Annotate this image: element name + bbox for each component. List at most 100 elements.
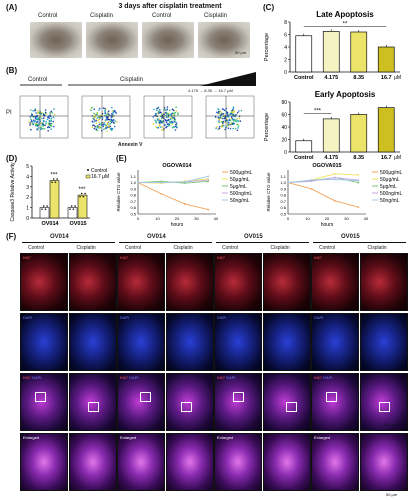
- col-label-control: Control: [125, 245, 142, 251]
- zoom-box: [87, 402, 99, 412]
- flow-dot: [30, 128, 32, 131]
- flow-dot: [105, 116, 108, 119]
- x-tick-label: OV014: [41, 221, 59, 227]
- flow-dot: [113, 125, 116, 128]
- y-tick-label: 0.8: [280, 193, 286, 198]
- flow-dot: [159, 109, 161, 111]
- y-tick-label: 2: [26, 195, 29, 201]
- x-unit: μM: [394, 155, 401, 161]
- panel-a-label-1: Control: [38, 13, 58, 19]
- flow-dot: [175, 106, 177, 108]
- image-cell-r3-c3: Ki67 DAPI: [117, 373, 165, 431]
- chart-title: OGOVA014: [162, 163, 192, 169]
- flow-dot: [51, 112, 54, 114]
- flow-dot: [33, 115, 35, 118]
- x-tick-label: 30: [194, 216, 199, 221]
- flow-dot: [155, 125, 157, 128]
- image-cell-r2-c2: [68, 313, 117, 371]
- panel-a-header: 3 days after cisplatin treatment: [118, 3, 222, 10]
- flow-dot: [218, 121, 220, 124]
- y-tick-label: 1.1: [130, 174, 136, 179]
- flow-dot: [42, 127, 44, 130]
- flow-dot: [157, 113, 159, 115]
- series-point: [207, 175, 210, 178]
- flow-dot: [232, 112, 234, 114]
- flow-dot: [175, 123, 177, 126]
- cell-label: Ki67: [217, 255, 226, 260]
- flow-dot: [41, 117, 43, 120]
- flow-dot: [236, 118, 238, 120]
- flow-dot: [174, 119, 177, 121]
- flow-dot: [159, 111, 162, 113]
- flow-dot: [93, 124, 95, 127]
- flow-dot: [157, 106, 160, 109]
- flow-dot: [157, 127, 160, 129]
- flow-dot: [176, 125, 178, 127]
- flow-dot: [110, 120, 112, 123]
- series-line: [287, 182, 359, 208]
- flow-dot: [43, 128, 46, 130]
- data-point: [84, 192, 86, 195]
- x-unit: μM: [394, 75, 401, 81]
- bar: [39, 207, 50, 219]
- flow-dot: [219, 117, 222, 119]
- flow-dot: [154, 119, 156, 121]
- y-tick-label: 60: [281, 113, 287, 119]
- x-tick-label: 0: [137, 216, 140, 221]
- flow-dot: [53, 108, 55, 110]
- flow-panel-4: [205, 95, 255, 139]
- bar: [49, 180, 60, 219]
- flow-dot: [230, 122, 232, 125]
- flow-dot: [103, 128, 105, 131]
- flow-dot: [171, 123, 174, 125]
- flow-dot: [41, 124, 44, 126]
- flow-dot: [100, 129, 103, 132]
- flow-dot: [155, 113, 157, 115]
- cisplatin-bar: [68, 84, 254, 86]
- series-point: [357, 206, 360, 208]
- panel-a-label: (A): [6, 3, 18, 12]
- bar: [377, 46, 395, 73]
- data-point: [56, 178, 58, 180]
- zoom-box: [233, 392, 244, 402]
- flow-dot: [45, 113, 47, 115]
- flow-dot: [104, 119, 107, 121]
- flow-dot: [172, 109, 175, 112]
- flow-dot: [111, 113, 114, 115]
- flow-dot: [105, 114, 108, 117]
- zoom-box: [326, 392, 337, 402]
- flow-dot: [234, 120, 237, 122]
- data-point: [74, 205, 76, 207]
- image-cell-r2-c1: DAPI: [20, 313, 68, 371]
- panel-b-ylabel: PI: [6, 110, 12, 116]
- series-point: [160, 180, 163, 183]
- panel-a-label-2: Cisplatin: [90, 13, 114, 19]
- flow-dot: [177, 112, 179, 114]
- flow-dot: [50, 111, 52, 113]
- y-tick-label: 0.6: [130, 205, 136, 210]
- zoom-box: [378, 402, 390, 412]
- flow-dot: [153, 108, 155, 111]
- flow-dot: [105, 124, 107, 127]
- panel-d-label: (D): [6, 154, 18, 163]
- flow-dot: [47, 129, 49, 132]
- flow-dot: [42, 119, 45, 122]
- cell-label: Ki67: [23, 255, 32, 260]
- scale-50: 50 μm: [386, 492, 398, 497]
- flow-dot: [219, 116, 222, 118]
- flow-dot: [37, 127, 40, 129]
- data-point: [41, 208, 43, 210]
- flow-dot: [232, 113, 235, 116]
- flow-dot: [162, 129, 164, 131]
- cell-label: Ki67: [314, 255, 323, 260]
- flow-dot: [237, 119, 239, 122]
- flow-dot: [30, 112, 33, 115]
- legend-label: 50μg/mL: [380, 177, 400, 183]
- flow-dot: [216, 126, 218, 128]
- x-tick-label: 40: [364, 216, 369, 221]
- late-apoptosis-chart: Late Apoptosis 0 2 4 6 8 Percentage Control 4.17…: [264, 10, 401, 81]
- flow-dot: [28, 121, 30, 123]
- flow-dot: [234, 127, 237, 130]
- flow-dot: [230, 110, 233, 112]
- flow-dot: [50, 122, 53, 125]
